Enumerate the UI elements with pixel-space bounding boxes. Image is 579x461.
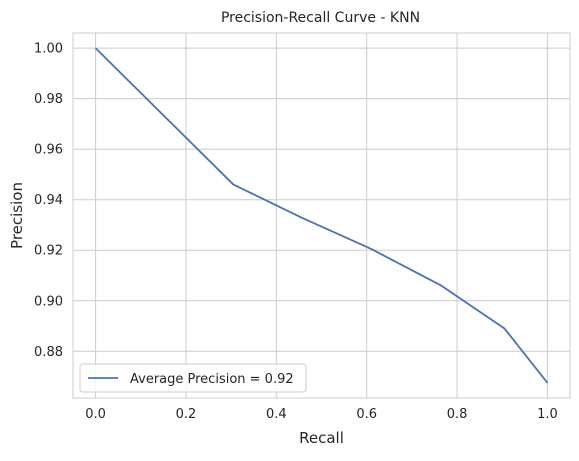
chart-title: Precision-Recall Curve - KNN (221, 10, 420, 26)
grid-lines (73, 33, 570, 398)
x-axis-label: Recall (299, 429, 344, 447)
series-layer (94, 47, 549, 384)
x-tick-label: 1.0 (537, 407, 558, 422)
y-tick-label: 0.98 (34, 92, 63, 107)
y-tick-label: 0.90 (34, 294, 63, 309)
y-tick-label: 0.94 (34, 193, 63, 208)
legend-box (79, 363, 307, 393)
x-tick-label: 0.4 (266, 407, 287, 422)
legend-entry-label: Average Precision = 0.92 (130, 372, 294, 387)
y-tick-label: 0.96 (34, 143, 63, 158)
y-tick-label: 0.92 (34, 244, 63, 259)
x-tick-label: 0.6 (356, 407, 377, 422)
plot-area (72, 32, 571, 399)
y-tick-labels: 0.88 0.90 0.92 0.94 0.96 0.98 1.00 (34, 42, 63, 360)
y-tick-label: 0.88 (34, 345, 63, 360)
y-tick-label: 1.00 (34, 42, 63, 57)
x-tick-label: 0.0 (85, 407, 106, 422)
y-axis-label: Precision (8, 182, 26, 249)
legend: Average Precision = 0.92 (79, 363, 307, 393)
x-tick-label: 0.2 (176, 407, 197, 422)
series-line (94, 47, 549, 384)
x-tick-labels: 0.0 0.2 0.4 0.6 0.8 1.0 (85, 407, 558, 422)
x-tick-label: 0.8 (447, 407, 468, 422)
